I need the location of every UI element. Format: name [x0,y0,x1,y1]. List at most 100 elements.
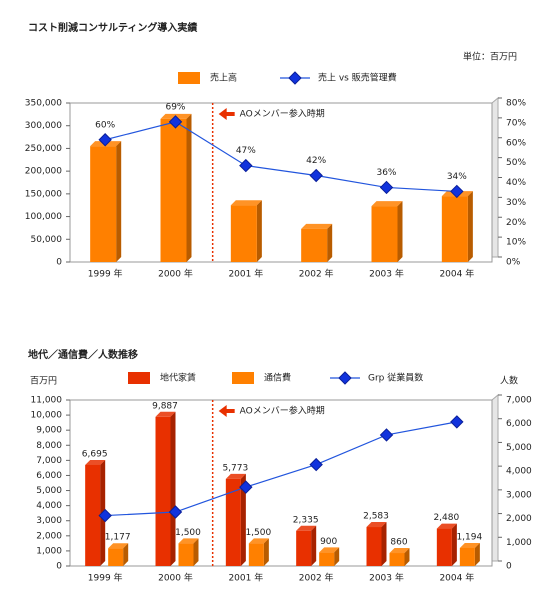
plot-area [69,399,493,567]
x-tick-label: 2001 年 [228,572,263,584]
bar-shade [451,523,457,566]
data-label: 36% [376,168,396,178]
annotation-arrow [218,108,235,120]
y2-tick-label: 2,000 [506,514,532,524]
data-label: 900 [320,537,337,547]
legend-label: 通信費 [264,372,291,384]
line-marker [450,184,464,199]
y-tick-label: 350,000 [25,99,62,109]
bar-shade [116,141,122,262]
bar-side [334,547,340,566]
bar-top [248,538,269,544]
bar [459,547,475,566]
y2-tick-label: 30% [506,198,526,208]
bar-side [381,522,387,566]
bar-shade [193,538,199,566]
bar-top [459,542,480,548]
bar-shade [263,538,269,566]
chart-title: コスト削減コンサルティング導入実績 [28,21,197,34]
bar-top [436,523,457,529]
y-tick-label: 200,000 [25,167,62,177]
plot-area [69,102,493,263]
legend-swatch [128,372,150,384]
y2-tick-label: 50% [506,158,526,168]
data-label: 42% [306,156,326,166]
y-tick-label: 250,000 [25,144,62,154]
y2-tick-label: 5,000 [506,443,532,453]
y-tick-label: 0 [56,258,62,268]
legend-label: Grp 従業員数 [368,372,423,384]
bar-side [263,538,269,566]
y2-tick-label: 80% [506,99,526,109]
data-label: 1,500 [175,528,201,538]
y-tick-label: 3,000 [36,516,62,526]
bar-top [178,538,199,544]
bar-shade [123,543,129,566]
line-marker [450,415,464,429]
bar-top [301,223,333,229]
x-tick-label: 1999 年 [88,268,123,280]
line-marker [239,158,253,173]
bar-shade [327,223,333,262]
bar-top [108,543,129,549]
data-label: 1,177 [105,533,131,543]
bar-side [467,191,473,262]
bar-side [327,223,333,262]
y2-axis-label: 人数 [500,375,518,387]
y-tick-label: 7,000 [36,456,62,466]
legend-marker [288,71,302,85]
bar-side [404,548,410,566]
annotation-arrow [218,405,235,417]
bar [85,464,101,566]
x-tick-label: 2002 年 [299,572,334,584]
bar [436,528,452,566]
chart-title: 地代／通信費／人数推移 [28,348,138,361]
legend-label: 売上高 [210,72,237,84]
bar-shade [397,201,403,262]
data-label: 34% [447,172,467,182]
y-tick-label: 2,000 [36,531,62,541]
y2-tick-label: 4,000 [506,467,532,477]
line-marker [98,133,112,147]
data-label: 47% [236,146,256,156]
x-tick-label: 2000 年 [158,572,193,584]
bar-shade [404,548,410,566]
bar-side [193,538,199,566]
y2-tick-label: 10% [506,238,526,248]
bar [108,548,124,566]
data-label: 860 [390,538,407,548]
bar-side [186,113,192,263]
y2-tick-label: 0% [506,258,521,268]
y-tick-label: 6,000 [36,471,62,481]
bar-shade [256,200,262,262]
x-tick-label: 1999 年 [88,572,123,584]
bar [160,118,187,263]
y-tick-label: 10,000 [31,411,63,421]
y-tick-label: 150,000 [25,189,62,199]
y-tick-label: 300,000 [25,121,62,131]
data-label: 1,194 [456,532,482,542]
line-marker [379,428,394,442]
legend-swatch [178,72,200,84]
annotation: AOメンバー参入時期 [240,108,325,120]
bar-top [389,548,410,554]
bar-shade [334,547,340,566]
bar [389,553,405,566]
bar [90,146,117,262]
data-label: 6,695 [82,449,108,459]
bar-side [170,411,176,566]
line [105,421,457,517]
bar-top [296,525,317,531]
bar-side [123,543,129,566]
x-tick-label: 2000 年 [158,268,193,280]
data-label: 2,480 [433,513,459,523]
y2-tick-label: 60% [506,138,526,148]
bar-shade [170,411,176,566]
bar-top [225,473,246,479]
line-marker [168,115,183,129]
line-marker [168,505,183,519]
legend-marker [338,371,352,385]
bar-side [116,141,122,262]
